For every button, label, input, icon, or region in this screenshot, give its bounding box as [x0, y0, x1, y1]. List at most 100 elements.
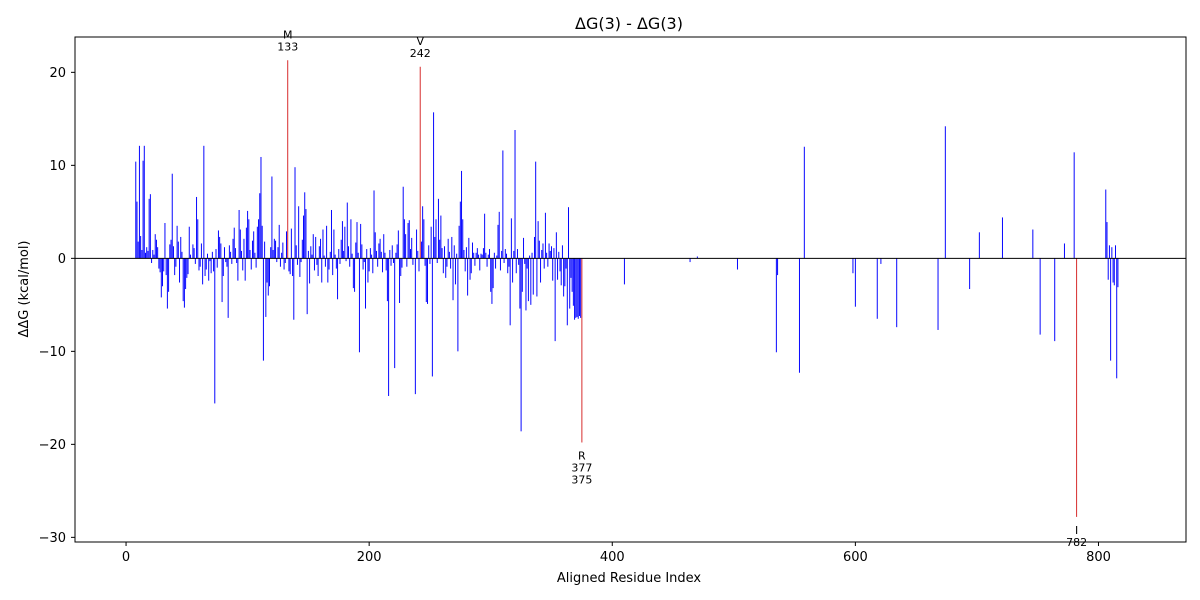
bar-0-21: [160, 258, 162, 298]
bar-0-203: [384, 252, 386, 259]
bar-0-376: [937, 258, 939, 330]
bar-0-388: [1107, 258, 1109, 280]
bar-0-0: [135, 161, 137, 259]
bar-0-193: [372, 258, 374, 274]
bar-0-31: [172, 246, 174, 259]
bar-0-358: [575, 258, 577, 318]
bar-0-89: [244, 258, 246, 281]
bar-0-323: [532, 258, 534, 295]
bar-0-122: [284, 258, 286, 263]
bar-0-182: [358, 258, 360, 353]
bar-0-344: [558, 251, 560, 259]
bar-0-93: [249, 249, 251, 259]
bar-0-230: [418, 258, 420, 272]
bar-0-227: [414, 258, 416, 395]
bar-0-50: [197, 219, 199, 259]
bar-0-97: [254, 252, 256, 259]
bar-0-326: [536, 258, 538, 297]
bar-0-343: [557, 258, 559, 280]
annotation-number-0: 133: [277, 40, 298, 53]
bar-0-172: [346, 202, 348, 259]
bar-0-226: [412, 258, 414, 265]
bar-0-25: [165, 258, 167, 276]
bar-0-90: [245, 227, 247, 259]
bar-0-202: [383, 234, 385, 259]
bar-0-15: [153, 254, 155, 259]
bar-0-26: [166, 258, 168, 309]
bar-0-304: [509, 258, 511, 326]
bar-0-198: [378, 243, 380, 259]
bar-0-111: [271, 176, 273, 259]
bar-0-256: [451, 236, 453, 259]
bar-0-205: [386, 258, 388, 302]
bar-0-67: [217, 230, 219, 259]
bar-0-334: [546, 252, 548, 259]
bar-1-3: [1076, 258, 1078, 517]
bar-0-24: [164, 223, 166, 259]
bar-0-346: [560, 258, 562, 286]
bar-0-260: [456, 253, 458, 259]
bar-0-315: [523, 237, 525, 259]
bar-0-19: [158, 258, 160, 269]
bar-0-267: [464, 258, 466, 272]
bar-0-52: [199, 258, 201, 267]
bar-0-83: [237, 258, 239, 281]
bar-0-80: [233, 227, 235, 259]
bar-0-81: [234, 248, 236, 259]
bar-0-300: [504, 249, 506, 259]
bar-0-279: [479, 258, 481, 271]
bar-0-299: [503, 258, 505, 263]
bar-0-328: [538, 240, 540, 259]
bar-0-141: [309, 258, 311, 284]
bar-0-380: [1001, 217, 1003, 259]
bar-0-197: [377, 258, 379, 267]
bar-0-16: [154, 234, 156, 259]
bar-0-139: [306, 258, 308, 315]
bar-0-313: [520, 258, 522, 432]
bar-0-236: [427, 258, 428, 304]
bar-0-325: [535, 161, 537, 259]
bar-0-316: [524, 258, 526, 264]
bar-0-373: [876, 258, 878, 319]
bar-0-44: [188, 226, 190, 259]
bar-0-239: [430, 226, 432, 259]
bar-0-287: [489, 249, 490, 259]
bar-0-360: [577, 258, 579, 319]
bar-0-135: [301, 239, 303, 259]
bar-0-332: [543, 258, 545, 269]
bar-0-366: [736, 258, 738, 270]
annotation-number2-2: 375: [571, 473, 592, 486]
bar-0-273: [471, 242, 473, 259]
bar-0-76: [228, 245, 230, 259]
bar-0-382: [1039, 258, 1041, 335]
bar-0-379: [978, 232, 980, 259]
bar-0-180: [356, 222, 358, 259]
bar-0-340: [553, 248, 555, 259]
annotation-letter-2: R: [578, 449, 586, 462]
bar-0-69: [220, 243, 222, 259]
bar-0-27: [168, 258, 170, 292]
bar-0-262: [458, 225, 460, 259]
bar-0-309: [515, 258, 517, 274]
bar-0-60: [209, 258, 211, 262]
bar-0-91: [247, 210, 249, 259]
bar-0-149: [318, 246, 320, 259]
bar-0-68: [219, 236, 221, 259]
bar-0-71: [222, 258, 224, 277]
bar-0-204: [385, 258, 387, 271]
bar-0-186: [363, 258, 365, 263]
bar-0-386: [1105, 189, 1107, 259]
bar-0-277: [476, 248, 478, 259]
bar-0-249: [442, 258, 444, 274]
bar-0-43: [187, 258, 189, 275]
bar-0-3: [138, 145, 140, 259]
bar-0-214: [397, 230, 399, 259]
bar-0-225: [411, 237, 413, 259]
bar-0-42: [186, 258, 188, 278]
bar-0-9: [146, 247, 148, 259]
bar-0-140: [307, 250, 309, 259]
bar-0-233: [423, 219, 425, 259]
bar-0-118: [279, 258, 281, 267]
bar-0-57: [205, 258, 207, 270]
bar-0-55: [203, 145, 205, 259]
